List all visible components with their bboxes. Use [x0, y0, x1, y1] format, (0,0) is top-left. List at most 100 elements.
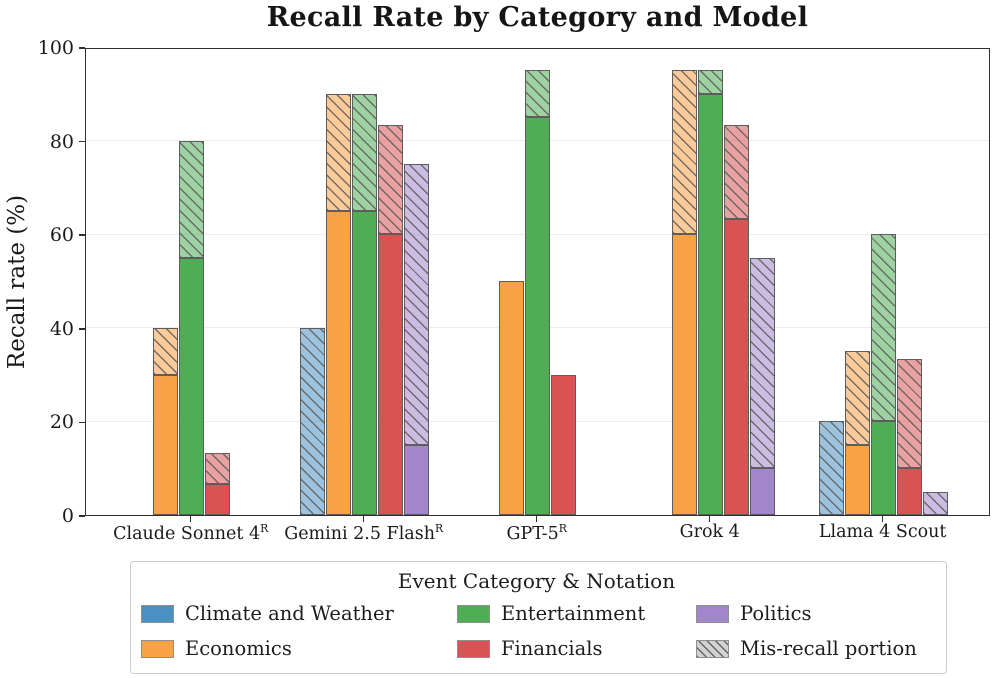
bar-entertainment — [525, 70, 550, 515]
y-tick-label: 80 — [49, 130, 74, 153]
y-tick-label: 0 — [61, 505, 74, 527]
recall-segment — [205, 483, 230, 515]
legend-label: Mis-recall portion — [740, 637, 917, 660]
legend-label: Economics — [185, 637, 292, 660]
bar-financials — [897, 359, 922, 515]
recall-segment — [897, 468, 922, 515]
bar-financials — [724, 125, 749, 515]
bar-entertainment — [179, 140, 204, 515]
bar-politics — [404, 164, 429, 515]
legend-swatch — [696, 639, 729, 658]
bar-climate-and-weather — [819, 421, 844, 515]
mis-recall-segment — [923, 491, 948, 515]
y-tick-label: 40 — [49, 317, 74, 340]
recall-segment — [378, 234, 403, 515]
bar-entertainment — [871, 234, 896, 515]
mis-recall-segment — [153, 327, 178, 375]
bar-economics — [845, 351, 870, 515]
bar-economics — [153, 327, 178, 515]
y-tick-mark — [79, 421, 85, 424]
legend-label: Financials — [501, 637, 603, 660]
bar-financials — [378, 125, 403, 515]
recall-segment — [525, 117, 550, 515]
legend-item-climate-and-weather: Climate and Weather — [141, 602, 457, 625]
chart-title: Recall Rate by Category and Model — [266, 2, 809, 33]
legend-title: Event Category & Notation — [397, 569, 676, 593]
mis-recall-segment — [672, 70, 697, 235]
legend-label: Politics — [740, 602, 812, 625]
recall-segment — [551, 374, 576, 515]
recall-segment — [352, 210, 377, 515]
recall-segment — [499, 281, 524, 515]
bar-politics — [923, 491, 948, 515]
y-axis-label: Recall rate (%) — [4, 194, 30, 370]
y-tick-mark — [79, 47, 85, 49]
mis-recall-segment — [897, 359, 922, 469]
legend-label: Entertainment — [501, 602, 646, 625]
mis-recall-segment — [404, 164, 429, 445]
mis-recall-segment — [179, 140, 204, 258]
legend-swatch — [457, 639, 490, 658]
x-tick-label: Gemini 2.5 FlashR — [284, 522, 444, 544]
x-tick-mark — [189, 516, 192, 522]
x-tick-mark — [881, 516, 884, 522]
y-tick-label: 100 — [37, 37, 74, 59]
y-tick-mark — [79, 328, 85, 330]
bar-entertainment — [698, 70, 723, 515]
legend-grid: Climate and Weather Economics Entertainmen… — [141, 596, 932, 666]
bar-economics — [672, 70, 697, 515]
bar-politics — [750, 257, 775, 515]
bar-financials — [205, 452, 230, 515]
recall-segment — [153, 374, 178, 515]
recall-segment — [724, 218, 749, 515]
legend-swatch — [457, 604, 490, 623]
mis-recall-segment — [750, 257, 775, 469]
recall-segment — [871, 421, 896, 515]
bar-economics — [326, 93, 351, 515]
x-tick-label: GPT-5R — [506, 522, 567, 544]
mis-recall-segment — [724, 125, 749, 219]
mis-recall-segment — [326, 93, 351, 211]
bar-climate-and-weather — [300, 327, 325, 515]
mis-recall-segment — [300, 327, 325, 515]
mis-recall-segment — [525, 70, 550, 118]
legend: Event Category & Notation Climate and We… — [130, 561, 947, 674]
legend-swatch — [696, 604, 729, 623]
legend-swatch — [141, 639, 174, 658]
bar-economics — [499, 281, 524, 515]
legend-item-politics: Politics — [696, 602, 932, 625]
x-tick-label: Llama 4 Scout — [818, 522, 947, 542]
y-tick-label: 60 — [49, 224, 74, 247]
recall-segment — [672, 234, 697, 515]
x-tick-mark — [362, 516, 365, 522]
recall-segment — [326, 210, 351, 515]
mis-recall-segment — [352, 93, 377, 211]
mis-recall-segment — [698, 70, 723, 94]
y-tick-mark — [79, 515, 85, 517]
y-tick-mark — [79, 140, 85, 143]
recall-segment — [845, 444, 870, 515]
y-tick-label: 20 — [49, 411, 74, 434]
legend-item-financials: Financials — [457, 637, 696, 660]
recall-segment — [698, 93, 723, 515]
x-tick-mark — [708, 516, 711, 522]
bar-entertainment — [352, 93, 377, 515]
mis-recall-segment — [871, 234, 896, 422]
legend-label: Climate and Weather — [185, 602, 394, 625]
y-tick-mark — [79, 234, 85, 236]
recall-segment — [404, 444, 429, 515]
plot-area — [85, 48, 990, 516]
x-tick-mark — [535, 516, 538, 522]
mis-recall-segment — [845, 351, 870, 445]
recall-segment — [179, 257, 204, 515]
mis-recall-segment — [205, 452, 230, 484]
legend-swatch — [141, 604, 174, 623]
mis-recall-segment — [378, 125, 403, 235]
x-tick-label: Grok 4 — [679, 522, 740, 542]
x-tick-label: Claude Sonnet 4R — [113, 522, 269, 544]
bar-financials — [551, 374, 576, 515]
recall-segment — [750, 468, 775, 515]
legend-item-mis-recall-portion: Mis-recall portion — [696, 637, 932, 660]
mis-recall-segment — [819, 421, 844, 515]
